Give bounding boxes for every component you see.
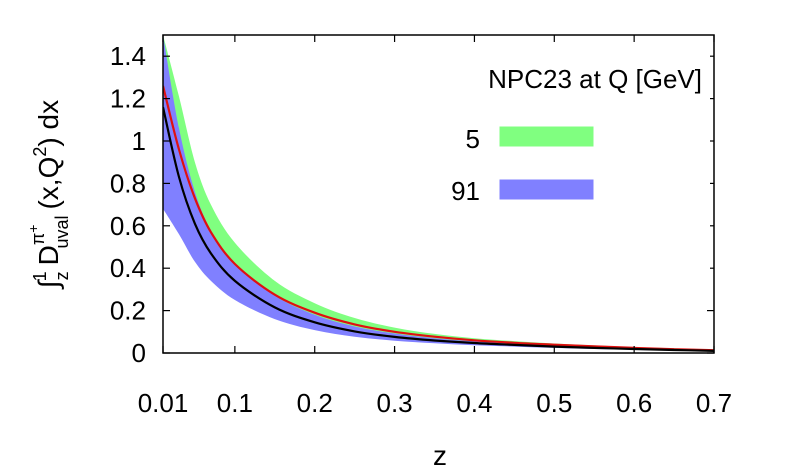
x-tick-label: 0.2	[297, 388, 333, 418]
plot-frame	[162, 34, 715, 354]
x-tick-label: 0.1	[217, 388, 253, 418]
y-tick-label: 0.4	[110, 253, 146, 283]
y-tick-label: 0.6	[110, 211, 146, 241]
x-tick-label: 0.5	[536, 388, 572, 418]
legend-swatch-5	[499, 126, 594, 147]
y-tick-label: 1.4	[110, 41, 146, 71]
y-tick-label: 0.2	[110, 296, 146, 326]
central-line-91	[163, 106, 714, 352]
y-title-pi: π	[28, 233, 48, 245]
y-tick-label: 1	[132, 126, 146, 156]
y-axis-title: ∫z1 Dπ+ uval (x,Q2) dx	[25, 100, 72, 290]
x-tick-label: 0.6	[616, 388, 652, 418]
y-title-args-end: ) dx	[33, 100, 64, 147]
legend-label-5: 5	[466, 124, 480, 154]
legend-background	[402, 52, 710, 270]
y-title-integral: ∫	[33, 278, 64, 290]
x-tick-label: 0.01	[138, 388, 189, 418]
legend-swatch-91	[499, 179, 594, 200]
y-title-lower: z	[52, 271, 72, 280]
y-axis: 0 0.2 0.4 0.6 0.8 1 1.2 1.4	[110, 41, 714, 368]
svg-text:∫z1Dπ+uval(x,Q2) dx: ∫z1 Dπ+ uval (x,Q2) dx	[25, 100, 72, 290]
x-axis-title: z	[433, 440, 447, 471]
legend-title: NPC23 at Q [GeV]	[488, 64, 702, 94]
legend-label-91: 91	[451, 176, 480, 206]
central-lines	[163, 85, 714, 352]
y-title-plus: +	[25, 225, 41, 233]
y-tick-label: 0	[132, 338, 146, 368]
x-axis: 0.01 0.1 0.2 0.3 0.4 0.5 0.6 0.7	[138, 35, 732, 418]
y-title-args-sup: 2	[30, 147, 50, 157]
central-line-5	[163, 85, 714, 352]
y-tick-label: 1.2	[110, 84, 146, 114]
y-title-d: D	[33, 245, 64, 265]
y-tick-label: 0.8	[110, 168, 146, 198]
x-tick-label: 0.7	[696, 388, 732, 418]
y-title-args: (x,Q	[33, 157, 64, 210]
x-tick-label: 0.4	[456, 388, 492, 418]
y-title-upper: 1	[30, 271, 50, 281]
x-tick-label: 0.3	[377, 388, 413, 418]
y-title-uval: uval	[52, 216, 72, 249]
